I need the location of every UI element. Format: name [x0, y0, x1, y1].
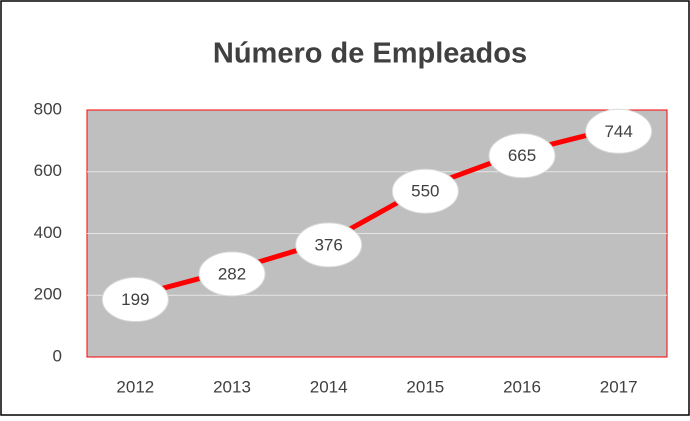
x-tick-label: 2015: [406, 377, 444, 396]
y-tick-label: 200: [34, 285, 62, 304]
data-label: 550: [411, 182, 439, 201]
y-tick-label: 600: [34, 161, 62, 180]
x-tick-label: 2014: [310, 377, 348, 396]
y-tick-label: 400: [34, 223, 62, 242]
x-tick-label: 2012: [116, 377, 154, 396]
y-tick-label: 0: [53, 346, 62, 365]
data-label-bubble: [101, 277, 169, 323]
x-tick-label: 2016: [503, 377, 541, 396]
x-tick-label: 2013: [213, 377, 251, 396]
data-label-bubble: [295, 222, 363, 268]
data-label-bubble: [391, 168, 459, 214]
data-label-bubble: [488, 133, 556, 179]
data-label: 282: [218, 264, 246, 283]
x-tick-label: 2017: [600, 377, 638, 396]
y-tick-label: 800: [34, 99, 62, 118]
data-label: 744: [604, 122, 632, 141]
chart-title: Número de Empleados: [213, 38, 527, 70]
data-label-bubble: [198, 251, 266, 297]
data-label: 199: [121, 290, 149, 309]
data-label: 665: [508, 146, 536, 165]
data-label-bubble: [585, 108, 653, 154]
data-label: 376: [314, 235, 342, 254]
